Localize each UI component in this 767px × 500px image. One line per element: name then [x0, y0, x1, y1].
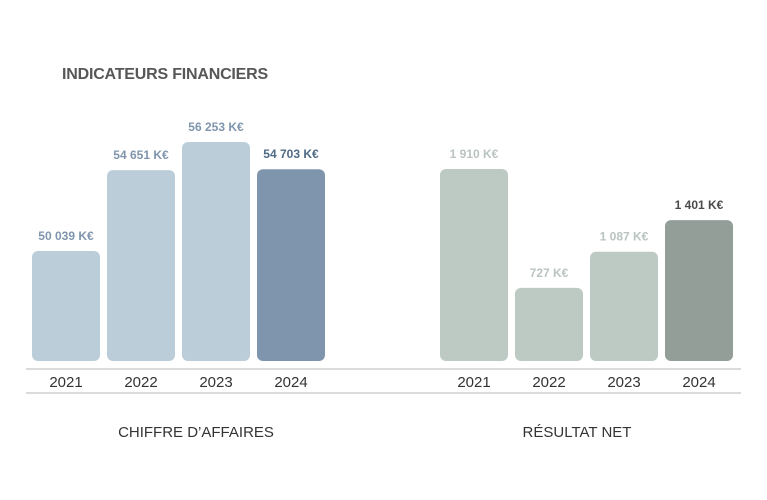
revenue-chart-xlabel: CHIFFRE D’AFFAIRES	[118, 424, 274, 441]
net-result-chart-xlabel: RÉSULTAT NET	[522, 424, 632, 441]
revenue-bar-2024	[257, 169, 325, 361]
net-result-tick-label-2024: 2024	[682, 374, 715, 391]
net-result-value-label-2024: 1 401 K€	[675, 198, 724, 212]
net-result-tick-label-2022: 2022	[532, 374, 565, 391]
net-result-tick-label-2021: 2021	[457, 374, 490, 391]
revenue-value-label-2022: 54 651 K€	[113, 148, 169, 162]
revenue-bar-2022	[107, 170, 175, 361]
revenue-tick-label-2022: 2022	[124, 374, 157, 391]
net-result-bar-2022	[515, 287, 583, 361]
revenue-value-label-2021: 50 039 K€	[38, 229, 94, 243]
revenue-value-label-2024: 54 703 K€	[263, 147, 319, 161]
revenue-bar-2023	[182, 142, 250, 361]
net-result-tick-label-2023: 2023	[607, 374, 640, 391]
net-result-value-label-2021: 1 910 K€	[450, 147, 499, 161]
net-result-bar-2023	[590, 251, 658, 361]
revenue-bar-2021	[32, 251, 100, 361]
revenue-tick-label-2021: 2021	[49, 374, 82, 391]
net-result-value-label-2023: 1 087 K€	[600, 230, 649, 244]
revenue-value-label-2023: 56 253 K€	[188, 120, 244, 134]
revenue-tick-label-2023: 2023	[199, 374, 232, 391]
net-result-bar-2021	[440, 169, 508, 361]
net-result-bar-2024	[665, 220, 733, 361]
page-title: INDICATEURS FINANCIERS	[62, 66, 268, 83]
revenue-tick-label-2024: 2024	[274, 374, 307, 391]
net-result-value-label-2022: 727 K€	[530, 266, 569, 280]
